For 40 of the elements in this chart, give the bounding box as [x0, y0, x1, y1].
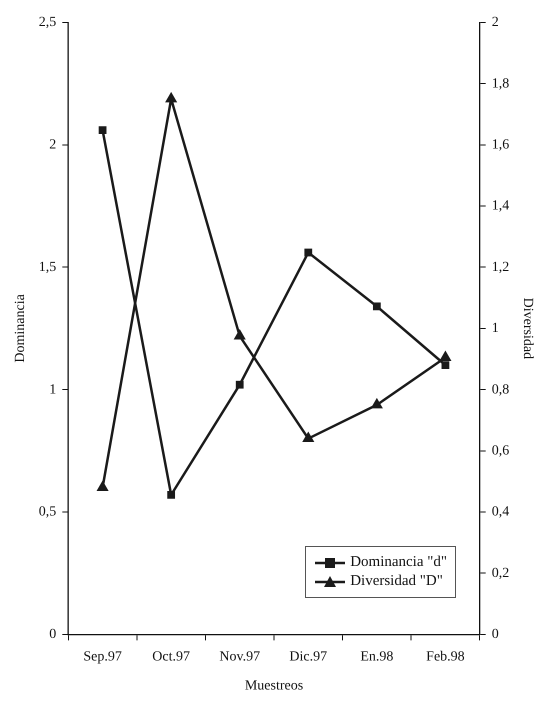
x-tick-label: Feb.98 — [426, 649, 465, 664]
y-tick-label: 2 — [49, 137, 56, 152]
x-tick-label: Sep.97 — [83, 649, 122, 664]
x-axis-title: Muestreos — [244, 678, 304, 694]
y2-tick-label: 1,6 — [492, 137, 510, 152]
point — [167, 490, 176, 499]
y2-axis-title: Diversidad — [520, 298, 535, 360]
y-tick-label: 0,5 — [38, 504, 56, 520]
x-tick-label: Dic.97 — [289, 649, 328, 664]
point — [439, 350, 452, 361]
y2-tick-label: 0 — [492, 627, 499, 642]
y-tick-label: 1,5 — [38, 260, 56, 275]
y2-tick-label: 1,8 — [492, 76, 510, 92]
y2-tick-label: 1,2 — [492, 260, 510, 275]
point — [302, 432, 314, 442]
point — [96, 480, 109, 492]
x-tick-label: Oct.97 — [152, 649, 190, 664]
point — [234, 329, 246, 340]
y2-tick-label: 2 — [492, 15, 499, 30]
y2-tick-label: 0,8 — [492, 382, 510, 398]
y-tick-label: 2,5 — [38, 15, 56, 30]
point — [372, 302, 381, 310]
point — [165, 92, 178, 102]
point — [236, 380, 244, 389]
y2-tick-label: 0,4 — [492, 504, 510, 520]
point — [98, 126, 106, 134]
y2-tick-label: 0,2 — [492, 566, 510, 581]
y2-tick-label: 0,6 — [492, 443, 510, 458]
y2-tick-label: 1 — [492, 321, 499, 336]
legend-label: Dominancia "d" — [350, 554, 447, 571]
legend-label: Diversidad "D" — [350, 573, 443, 590]
point — [370, 398, 383, 408]
x-tick-label: Nov.97 — [219, 649, 260, 664]
y-axis-title: Dominancia — [13, 293, 28, 363]
point — [442, 361, 450, 370]
x-tick-label: En.98 — [360, 649, 394, 664]
y-tick-label: 0 — [49, 627, 56, 642]
y-tick-label: 1 — [49, 382, 56, 398]
y2-tick-label: 1,4 — [492, 198, 510, 214]
point — [304, 248, 312, 256]
